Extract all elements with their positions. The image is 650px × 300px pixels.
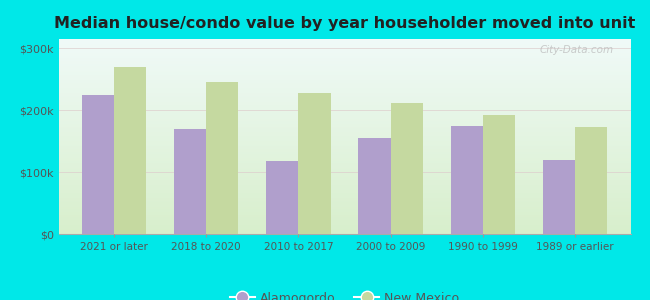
Bar <box>483 115 515 234</box>
Title: Median house/condo value by year householder moved into unit: Median house/condo value by year househo… <box>54 16 635 31</box>
Bar <box>358 138 391 234</box>
Bar <box>575 127 608 234</box>
Bar <box>391 103 423 234</box>
Bar <box>174 129 206 234</box>
Bar <box>114 67 146 234</box>
Legend: Alamogordo, New Mexico: Alamogordo, New Mexico <box>225 287 464 300</box>
Bar <box>266 161 298 234</box>
Bar <box>81 95 114 234</box>
Text: City-Data.com: City-Data.com <box>540 45 614 55</box>
Bar <box>450 126 483 234</box>
Bar <box>206 82 239 234</box>
Bar <box>543 160 575 234</box>
Bar <box>298 93 331 234</box>
